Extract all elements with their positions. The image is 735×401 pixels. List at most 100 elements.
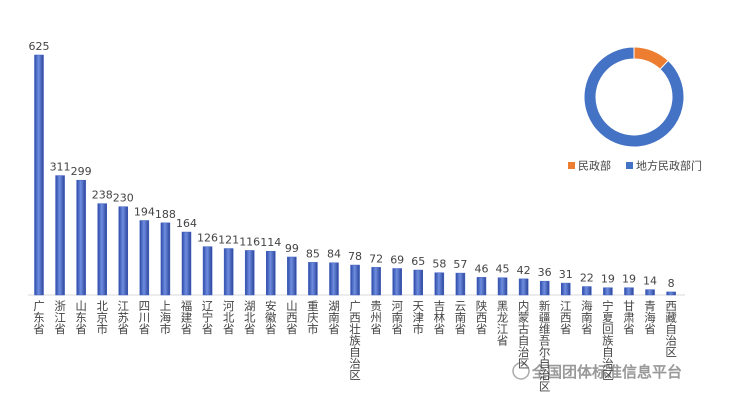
- value-label: 42: [517, 264, 531, 277]
- value-label: 99: [285, 242, 299, 255]
- bar: [76, 179, 86, 296]
- category-label: 河北省: [222, 300, 236, 335]
- bar: [603, 287, 613, 296]
- category-label: 湖南省: [327, 299, 341, 335]
- bar: [266, 250, 276, 296]
- bar: [118, 206, 129, 296]
- category-label: 天津市: [411, 300, 425, 335]
- bar: [497, 277, 508, 296]
- value-label: 194: [134, 206, 155, 219]
- category-label: 上海市: [158, 300, 172, 335]
- value-label: 84: [327, 248, 341, 261]
- value-label: 19: [622, 273, 636, 286]
- value-label: 114: [260, 236, 281, 249]
- value-label: 78: [348, 250, 362, 263]
- bar: [244, 250, 255, 296]
- legend-swatch: [568, 162, 575, 169]
- bar: [350, 264, 360, 296]
- bar: [561, 282, 571, 296]
- bar: [539, 280, 550, 296]
- category-label: 吉林省: [432, 300, 446, 335]
- bar: [624, 287, 634, 296]
- category-label: 四川省: [137, 300, 151, 335]
- value-label: 57: [453, 258, 467, 271]
- watermark: 全国团体标准信息平台: [512, 362, 682, 381]
- value-label: 65: [411, 255, 425, 268]
- value-label: 46: [474, 262, 488, 275]
- category-label: 甘肃省: [622, 300, 636, 335]
- bar: [223, 248, 234, 296]
- value-label: 299: [71, 165, 92, 178]
- legend-label: 地方民政部门: [636, 159, 702, 173]
- category-label: 新疆维吾尔自治区: [538, 299, 552, 392]
- value-label: 121: [218, 234, 239, 247]
- bar: [287, 256, 297, 296]
- category-label: 河南省: [390, 300, 404, 335]
- category-label: 北京市: [95, 300, 109, 335]
- value-label: 31: [559, 268, 573, 281]
- legend-label: 民政部: [578, 159, 611, 173]
- value-label: 230: [113, 192, 134, 205]
- bar: [392, 268, 402, 296]
- category-label: 江西省: [559, 300, 573, 335]
- category-label: 陕西省: [474, 299, 488, 335]
- value-label: 188: [155, 208, 176, 221]
- value-label: 58: [432, 258, 446, 271]
- category-label: 云南省: [453, 300, 467, 335]
- category-label: 贵州省: [369, 300, 383, 335]
- bar: [645, 289, 655, 296]
- bar: [666, 291, 676, 296]
- bar: [139, 220, 150, 296]
- category-label: 西藏自治区: [664, 300, 678, 358]
- value-label: 22: [580, 272, 594, 285]
- category-label: 江苏省: [116, 300, 130, 335]
- bar: [202, 246, 213, 296]
- value-label: 72: [369, 252, 383, 265]
- value-label: 116: [239, 235, 260, 248]
- bar: [582, 286, 592, 296]
- category-label: 湖北省: [243, 299, 257, 335]
- bar: [160, 222, 171, 296]
- bar: [181, 231, 192, 296]
- value-label: 36: [538, 266, 552, 279]
- donut-slice: [583, 46, 685, 148]
- value-label: 238: [92, 189, 113, 202]
- category-label: 青海省: [643, 300, 657, 335]
- bar: [413, 269, 424, 296]
- category-label: 安徽省: [264, 299, 278, 335]
- category-label: 山东省: [74, 300, 88, 335]
- bar: [308, 262, 318, 296]
- value-label: 625: [29, 40, 50, 53]
- watermark-text: 全国团体标准信息平台: [531, 363, 682, 381]
- category-label: 辽宁省: [201, 300, 215, 335]
- category-label: 福建省: [179, 299, 193, 335]
- category-label: 浙江省: [53, 300, 67, 335]
- bar: [371, 267, 381, 296]
- value-label: 8: [668, 277, 675, 290]
- legend-swatch: [626, 162, 633, 169]
- wechat-icon: [512, 362, 530, 380]
- value-label: 45: [496, 263, 510, 276]
- value-label: 19: [601, 273, 615, 286]
- category-label: 山西省: [285, 300, 299, 335]
- value-label: 69: [390, 254, 404, 267]
- bar: [476, 277, 487, 296]
- category-label: 黑龙江省: [496, 300, 510, 347]
- value-label: 85: [306, 247, 320, 260]
- bar: [434, 272, 445, 296]
- category-label: 广东省: [32, 300, 46, 335]
- category-label: 重庆市: [306, 299, 320, 335]
- category-label: 宁夏回族自治区: [601, 299, 615, 380]
- bar: [455, 272, 466, 296]
- bar: [34, 54, 44, 296]
- category-label: 内蒙古自治区: [517, 299, 531, 369]
- value-label: 126: [197, 232, 218, 245]
- bar: [55, 175, 65, 296]
- value-label: 164: [176, 217, 197, 230]
- category-label: 广西壮族自治区: [348, 300, 362, 381]
- value-label: 14: [643, 275, 657, 288]
- bar: [329, 262, 339, 296]
- value-label: 311: [50, 161, 71, 174]
